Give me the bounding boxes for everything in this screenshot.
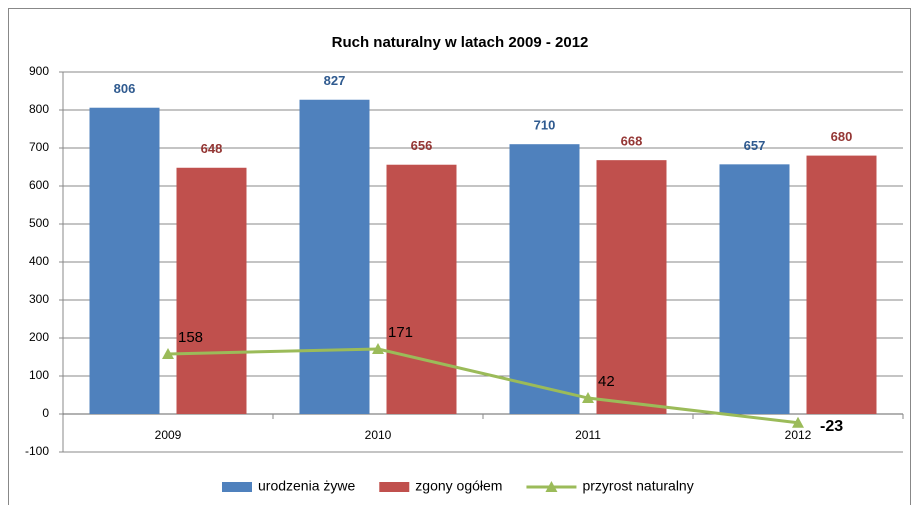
x-tick-label: 2011 [575,428,601,442]
y-tick-label: 900 [29,64,49,78]
y-tick-label: 100 [29,368,49,382]
legend-swatch [222,482,252,492]
chart-title: Ruch naturalny w latach 2009 - 2012 [332,34,589,51]
bar [719,164,790,414]
bar-value-label: 648 [201,141,223,156]
legend-label: zgony ogółem [415,478,502,494]
y-tick-label: 700 [29,140,49,154]
line-marker [162,347,174,359]
bar-value-label: 656 [411,138,433,153]
y-tick-label: 300 [29,292,49,306]
bar [386,164,457,414]
line-value-label: 42 [598,373,615,390]
bar [176,167,247,414]
bar-value-label: 827 [324,73,346,88]
bar-value-label: 710 [534,118,556,133]
legend-label: przyrost naturalny [582,478,693,494]
bar [299,99,370,415]
y-tick-label: -100 [25,444,49,458]
x-tick-label: 2012 [785,428,812,442]
bar [806,155,877,414]
y-tick-label: 400 [29,254,49,268]
y-tick-label: 200 [29,330,49,344]
bar [89,107,160,414]
y-tick-label: 800 [29,102,49,116]
y-tick-label: 0 [42,406,49,420]
bar-value-label: 806 [114,81,136,96]
line-value-label: -23 [820,418,843,435]
y-tick-label: 500 [29,216,49,230]
line-value-label: 158 [178,329,203,346]
line [167,347,799,425]
line-marker [582,392,594,404]
legend-marker [545,481,558,492]
bar-value-label: 657 [744,138,766,153]
bar [509,144,580,414]
bar-value-label: 668 [621,134,643,149]
legend-swatch [379,482,410,492]
y-tick-label: 600 [29,178,49,192]
x-tick-label: 2009 [155,428,182,442]
bar-value-label: 680 [831,129,853,144]
line-marker [372,343,384,355]
line-value-label: 171 [388,324,413,341]
line-marker [792,416,804,428]
x-tick-label: 2010 [365,428,392,442]
bar [596,160,667,414]
legend-label: urodzenia żywe [258,478,355,494]
